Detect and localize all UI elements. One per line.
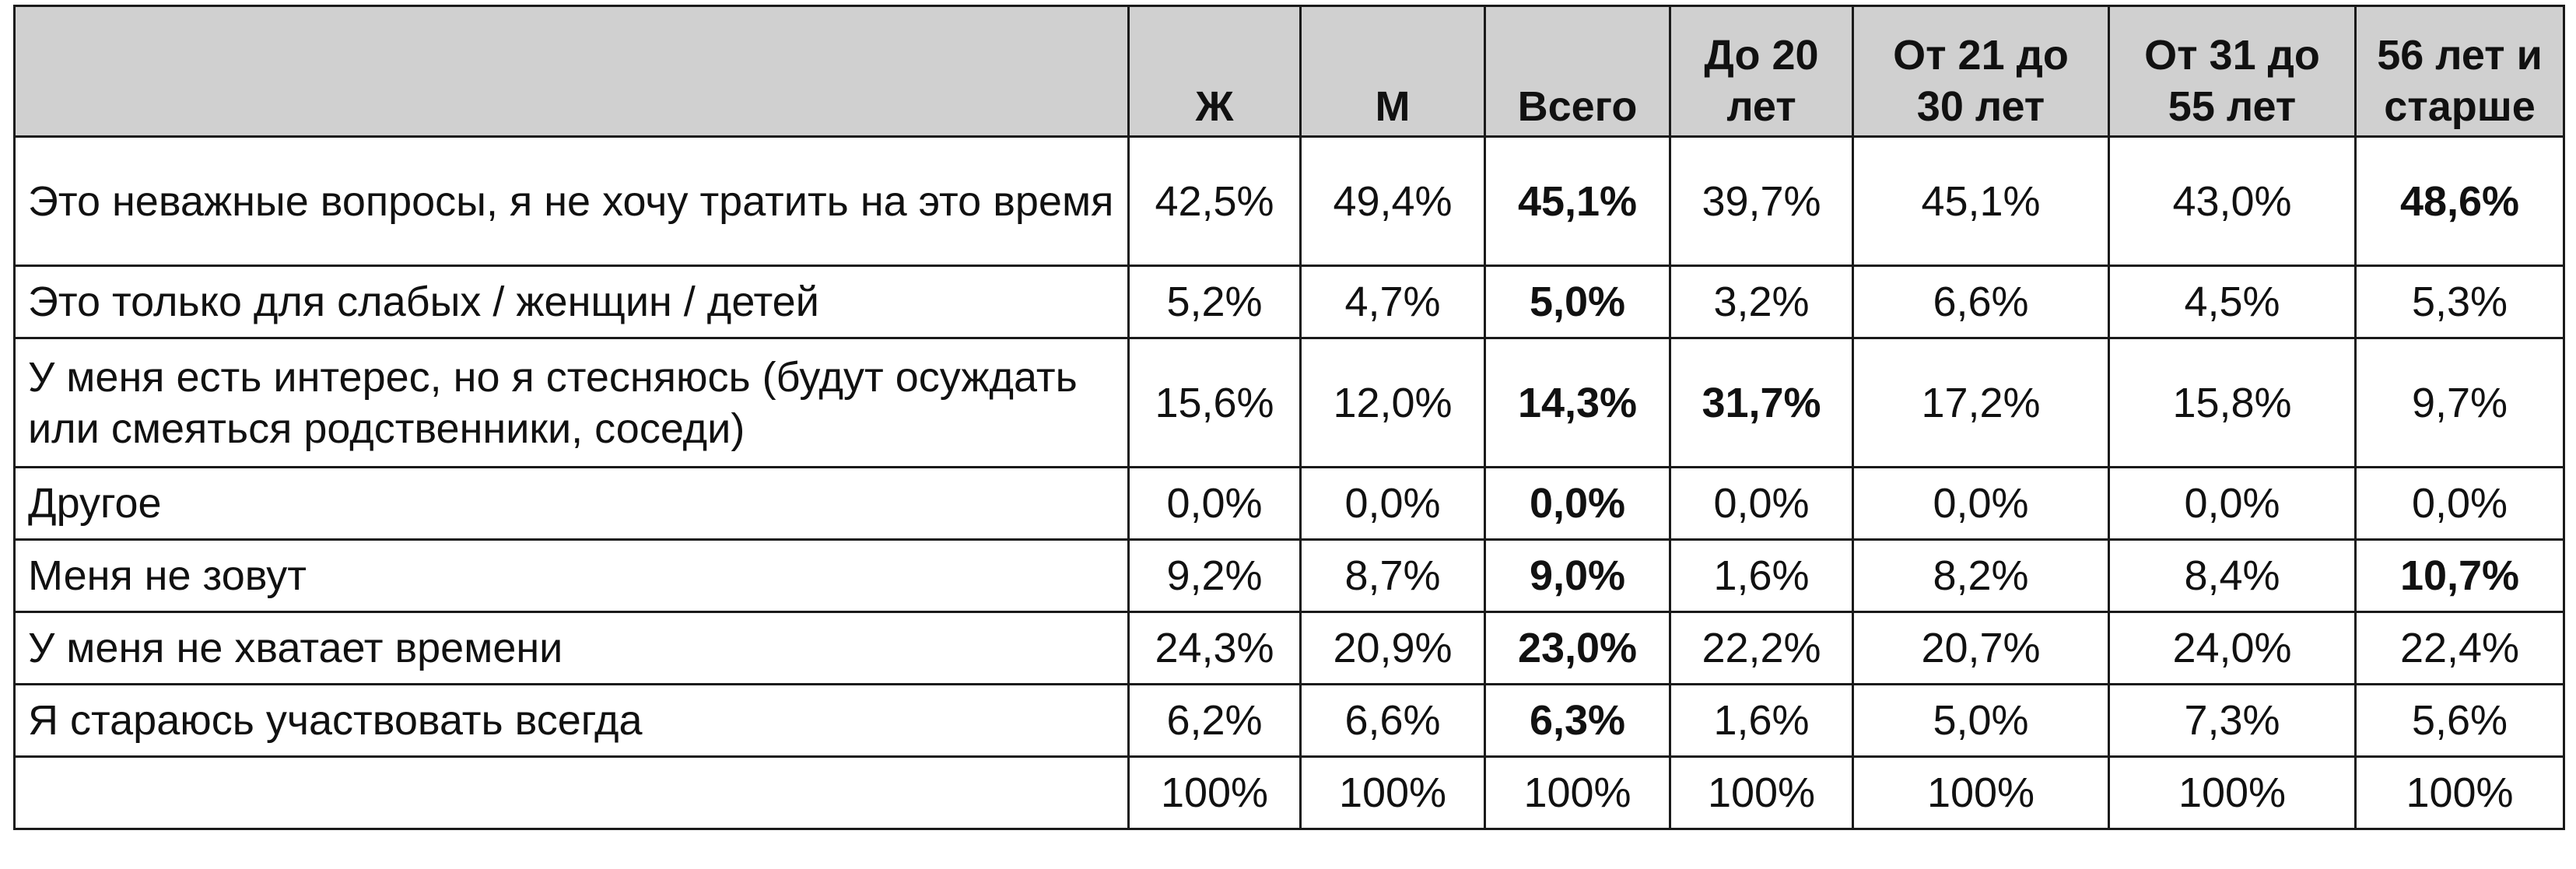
value-cell: 3,2% [1669,265,1854,339]
table-row: Я стараюсь участвовать всегда 6,2% 6,6% 6,3… [13,683,2565,758]
value-cell: 20,7% [1852,611,2110,685]
column-header: Ж [1127,5,1302,138]
header-row: Ж М Всего До 20 лет От 21 до 30 лет От 31 до … [13,5,2565,138]
value-cell: 0,0% [1299,466,1486,541]
value-cell: 8,2% [1852,538,2110,613]
value-cell: 42,5% [1127,135,1302,267]
row-label [13,755,1130,830]
row-label: Это только для слабых / женщин / детей [13,265,1130,339]
table-row: У меня есть интерес, но я стесняюсь (буд… [13,337,2565,468]
corner-cell [13,5,1130,138]
value-cell: 10,7% [2354,538,2565,613]
value-cell: 45,1% [1484,135,1671,267]
value-cell: 100% [1127,755,1302,830]
value-cell: 6,6% [1299,683,1486,758]
value-cell: 6,6% [1852,265,2110,339]
value-cell: 0,0% [2108,466,2357,541]
value-cell: 0,0% [1484,466,1671,541]
value-cell: 9,0% [1484,538,1671,613]
table-row: Меня не зовут 9,2% 8,7% 9,0% 1,6% 8,2% 8,4% 10,… [13,538,2565,613]
value-cell: 9,2% [1127,538,1302,613]
column-header: От 21 до 30 лет [1852,5,2110,138]
value-cell: 39,7% [1669,135,1854,267]
value-cell: 100% [1852,755,2110,830]
table-row: Это только для слабых / женщин / детей 5,… [13,265,2565,339]
column-header: М [1299,5,1486,138]
value-cell: 45,1% [1852,135,2110,267]
row-label: У меня не хватает времени [13,611,1130,685]
table-row: Это неважные вопросы, я не хочу тратить … [13,135,2565,267]
value-cell: 12,0% [1299,337,1486,468]
value-cell: 4,7% [1299,265,1486,339]
row-label: Я стараюсь участвовать всегда [13,683,1130,758]
value-cell: 15,8% [2108,337,2357,468]
value-cell: 100% [1484,755,1671,830]
value-cell: 14,3% [1484,337,1671,468]
value-cell: 100% [2108,755,2357,830]
column-header: Всего [1484,5,1671,138]
value-cell: 43,0% [2108,135,2357,267]
value-cell: 23,0% [1484,611,1671,685]
value-cell: 6,2% [1127,683,1302,758]
value-cell: 1,6% [1669,683,1854,758]
value-cell: 100% [1299,755,1486,830]
value-cell: 22,2% [1669,611,1854,685]
value-cell: 0,0% [1669,466,1854,541]
value-cell: 4,5% [2108,265,2357,339]
value-cell: 100% [2354,755,2565,830]
value-cell: 49,4% [1299,135,1486,267]
table-row: 100% 100% 100% 100% 100% 100% 100% [13,755,2565,830]
value-cell: 0,0% [1127,466,1302,541]
value-cell: 9,7% [2354,337,2565,468]
value-cell: 5,2% [1127,265,1302,339]
table-body: Это неважные вопросы, я не хочу тратить … [13,135,2565,830]
value-cell: 5,0% [1484,265,1671,339]
row-label: Другое [13,466,1130,541]
value-cell: 31,7% [1669,337,1854,468]
column-header: До 20 лет [1669,5,1854,138]
value-cell: 48,6% [2354,135,2565,267]
table-row: Другое 0,0% 0,0% 0,0% 0,0% 0,0% 0,0% 0,0% [13,466,2565,541]
value-cell: 0,0% [2354,466,2565,541]
value-cell: 5,3% [2354,265,2565,339]
row-label: Это неважные вопросы, я не хочу тратить … [13,135,1130,267]
column-header: 56 лет и старше [2354,5,2565,138]
value-cell: 6,3% [1484,683,1671,758]
value-cell: 8,4% [2108,538,2357,613]
row-label: Меня не зовут [13,538,1130,613]
row-label: У меня есть интерес, но я стесняюсь (буд… [13,337,1130,468]
table-row: У меня не хватает времени 24,3% 20,9% 23,0%… [13,611,2565,685]
value-cell: 0,0% [1852,466,2110,541]
value-cell: 5,6% [2354,683,2565,758]
value-cell: 24,0% [2108,611,2357,685]
survey-table: Ж М Всего До 20 лет От 21 до 30 лет От 31 до … [13,5,2565,830]
value-cell: 100% [1669,755,1854,830]
value-cell: 5,0% [1852,683,2110,758]
value-cell: 20,9% [1299,611,1486,685]
value-cell: 24,3% [1127,611,1302,685]
value-cell: 15,6% [1127,337,1302,468]
value-cell: 22,4% [2354,611,2565,685]
column-header: От 31 до 55 лет [2108,5,2357,138]
value-cell: 7,3% [2108,683,2357,758]
value-cell: 17,2% [1852,337,2110,468]
value-cell: 8,7% [1299,538,1486,613]
value-cell: 1,6% [1669,538,1854,613]
